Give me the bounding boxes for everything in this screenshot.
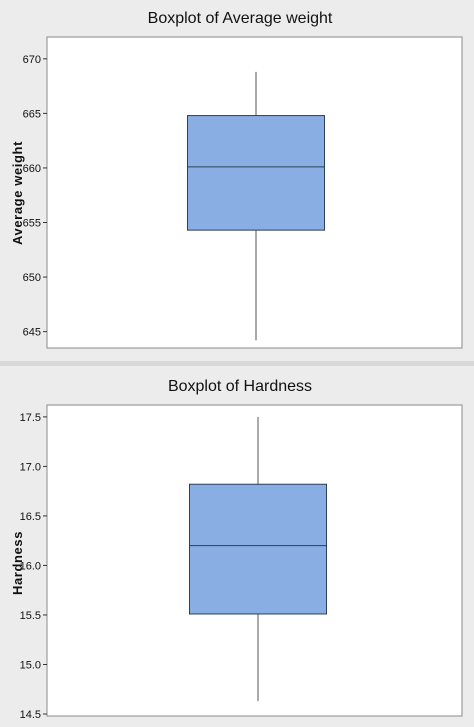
y-tick-label: 17.5: [20, 412, 41, 424]
y-tick-label: 16.0: [20, 560, 41, 572]
y-tick-label: 16.5: [20, 511, 41, 523]
chart-panel-average-weight: Boxplot of Average weight Average weight…: [0, 0, 474, 361]
chart-marks: 14.5 15.0 15.5 16.0 16.5 17.0 17.5: [20, 412, 327, 721]
chart-title: Boxplot of Hardness: [168, 378, 312, 395]
chart-panel-hardness: Boxplot of Hardness Hardness 14.5 15.0 15.…: [0, 366, 474, 727]
chart-marks: 645 650 655 660 665 670: [23, 54, 325, 341]
iqr-box: [189, 483, 327, 615]
y-axis-label: Hardness: [10, 531, 25, 595]
y-tick-label: 15.0: [20, 659, 41, 671]
panel-divider: [0, 361, 474, 366]
boxplot-hardness: Boxplot of Hardness Hardness 14.5 15.0 15.…: [10, 378, 463, 721]
boxplot-average-weight: Boxplot of Average weight Average weight…: [10, 10, 463, 349]
y-tick-label: 17.0: [20, 461, 41, 473]
iqr-box: [187, 115, 325, 231]
y-tick-label: 655: [23, 218, 41, 230]
y-axis-label: Average weight: [10, 141, 25, 245]
y-tick-label: 650: [23, 272, 41, 284]
y-tick-label: 670: [23, 54, 41, 66]
y-tick-label: 645: [23, 327, 41, 339]
y-tick-label: 665: [23, 108, 41, 120]
y-tick-label: 660: [23, 163, 41, 175]
y-tick-label: 15.5: [20, 610, 41, 622]
chart-title: Boxplot of Average weight: [148, 10, 333, 27]
y-tick-label: 14.5: [20, 709, 41, 721]
